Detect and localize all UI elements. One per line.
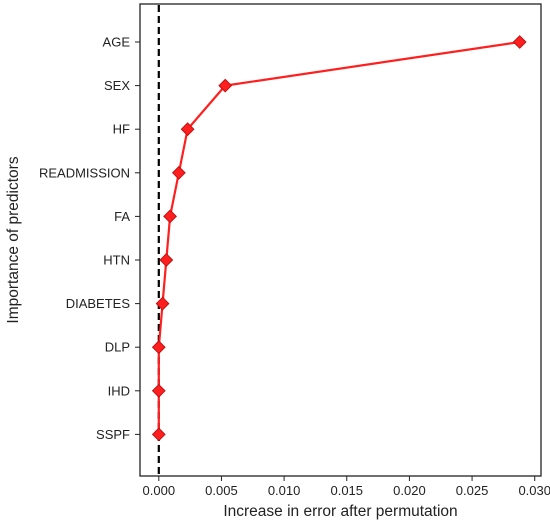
y-tick-label: FA — [114, 209, 130, 224]
y-tick-label: HTN — [103, 253, 130, 268]
x-tick-label: 0.020 — [393, 483, 426, 498]
marker-hf — [180, 122, 195, 137]
y-tick-label: DIABETES — [66, 296, 131, 311]
marker-htn — [159, 253, 174, 267]
marker-sex — [218, 78, 233, 93]
marker-diabetes — [155, 296, 170, 311]
plot-layer — [151, 5, 527, 475]
y-tick-label: HF — [113, 122, 130, 137]
marker-fa — [163, 209, 177, 224]
y-axis-ticks: AGE SEX HF READMISSION FA HTN DIABETES DLP IHD SS… — [39, 35, 140, 442]
marker-sspf — [151, 427, 166, 442]
y-tick-label: DLP — [105, 340, 130, 355]
marker-age — [512, 35, 527, 49]
y-tick-label: READMISSION — [39, 165, 130, 180]
x-tick-label: 0.000 — [143, 483, 176, 498]
marker-ihd — [151, 383, 166, 398]
x-tick-label: 0.010 — [268, 483, 301, 498]
importance-series-line — [157, 40, 520, 435]
y-tick-label: SSPF — [96, 427, 130, 442]
y-tick-label: IHD — [108, 383, 130, 398]
marker-readmission — [171, 165, 186, 180]
plot-frame — [139, 3, 542, 477]
y-tick-label: SEX — [104, 78, 130, 93]
x-tick-label: 0.005 — [205, 483, 238, 498]
marker-dlp — [151, 340, 166, 355]
x-axis-label: Increase in error after permutation — [223, 503, 457, 520]
y-tick-label: AGE — [103, 35, 131, 50]
x-tick-label: 0.025 — [456, 483, 489, 498]
x-tick-label: 0.015 — [330, 483, 363, 498]
x-tick-label: 0.030 — [518, 483, 550, 498]
x-axis-ticks: 0.000 0.005 0.010 0.015 0.020 0.025 0.030 — [143, 476, 550, 498]
y-axis-label: Importance of predictors — [5, 156, 22, 323]
